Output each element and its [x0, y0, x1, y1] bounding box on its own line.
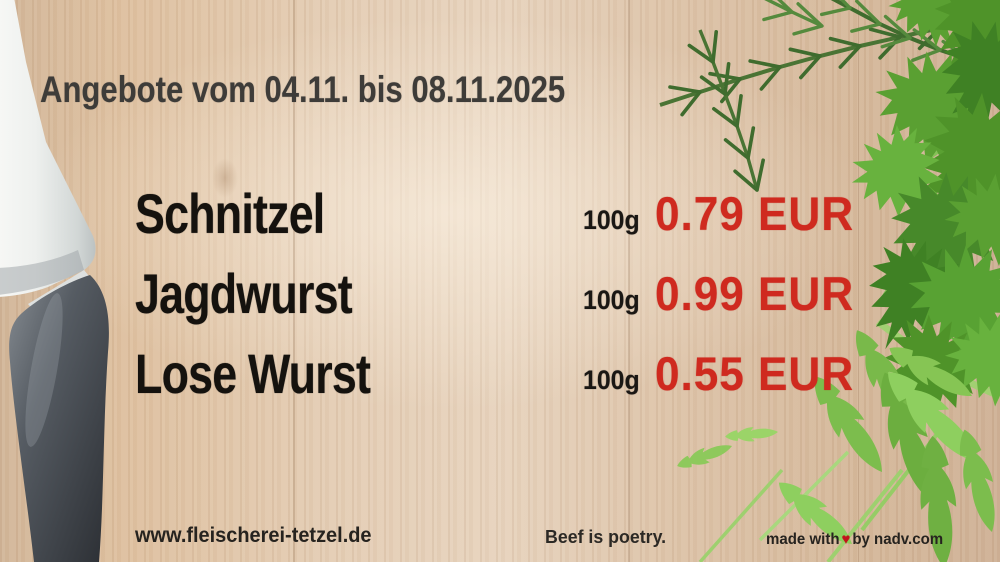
product-name: Jagdwurst: [135, 262, 353, 325]
slogan-text: Beef is poetry.: [545, 526, 667, 547]
product-name: Lose Wurst: [135, 342, 371, 405]
product-unit: 100g: [583, 205, 640, 235]
credit-text: made with ♥ by nadv.com: [766, 532, 943, 548]
offer-period-title: Angebote vom 04.11. bis 08.11.2025: [40, 68, 566, 110]
product-price: 0.79 EUR: [655, 187, 855, 240]
wood-seam: [293, 0, 295, 562]
credit-prefix: made with: [766, 531, 840, 548]
product-unit: 100g: [583, 365, 640, 395]
wood-seam: [628, 0, 630, 562]
product-price: 0.55 EUR: [655, 347, 855, 400]
website-url: www.fleischerei-tetzel.de: [135, 524, 372, 547]
product-price: 0.99 EUR: [655, 267, 855, 320]
credit-suffix: by nadv.com: [852, 531, 944, 548]
product-unit: 100g: [583, 285, 640, 315]
wood-seam: [858, 0, 859, 562]
product-name: Schnitzel: [135, 182, 325, 245]
heart-icon: ♥: [841, 531, 851, 548]
wood-knot: [212, 158, 238, 198]
